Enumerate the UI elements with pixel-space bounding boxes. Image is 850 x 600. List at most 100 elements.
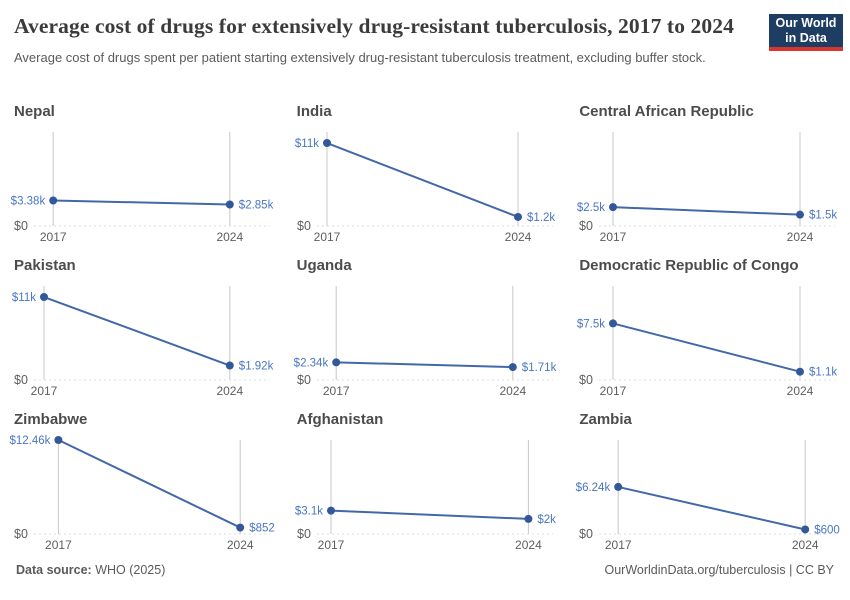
value-label-2024: $1.2k <box>527 212 555 224</box>
data-source: Data source: WHO (2025) <box>16 563 165 577</box>
data-point-2017 <box>40 293 48 302</box>
facet-uganda: Uganda $2.34k $1.71k $0 2017 2024 <box>293 257 556 398</box>
y-zero-label: $0 <box>579 373 593 387</box>
x-tick-2017: 2017 <box>45 538 72 552</box>
value-label-2024: $852 <box>249 523 275 535</box>
series-line <box>326 142 519 218</box>
value-label-2024: $1.1k <box>809 367 837 379</box>
data-point-2024 <box>524 514 533 523</box>
data-point-2017 <box>609 203 618 212</box>
x-tick-2017: 2017 <box>40 230 67 244</box>
value-label-2017: $2.34k <box>293 357 328 369</box>
facet-title: Zambia <box>579 411 632 428</box>
x-tick-2017: 2017 <box>31 384 58 398</box>
series-line <box>330 509 529 520</box>
data-point-2017 <box>326 506 335 515</box>
data-point-2024 <box>801 525 810 534</box>
facet-chart: $12.46k $852 $0 2017 2024 <box>9 435 274 552</box>
data-point-2024 <box>225 361 234 370</box>
x-tick-2024: 2024 <box>792 538 819 552</box>
data-point-2017 <box>331 358 340 367</box>
owid-logo-line2: in Data <box>785 30 827 45</box>
facet-title: Pakistan <box>14 257 76 274</box>
chart-footer: Data source: WHO (2025) OurWorldinData.o… <box>16 563 834 577</box>
value-label-2017: $3.38k <box>11 196 46 208</box>
y-zero-label: $0 <box>14 527 28 541</box>
value-label-2024: $2.85k <box>239 199 274 211</box>
x-tick-2017: 2017 <box>600 384 627 398</box>
chart-header: Average cost of drugs for extensively dr… <box>14 12 843 65</box>
series-line <box>613 322 801 373</box>
facet-title: Nepal <box>14 103 55 120</box>
y-zero-label: $0 <box>297 219 311 233</box>
value-label-2017: $11k <box>295 138 319 150</box>
facet-title: Democratic Republic of Congo <box>579 257 799 274</box>
value-label-2024: $1.92k <box>239 361 274 373</box>
data-source-value: WHO (2025) <box>91 563 166 577</box>
facet-chart: $2.5k $1.5k $0 2017 2024 <box>577 132 838 244</box>
value-label-2024: $2k <box>537 514 556 526</box>
data-point-2024 <box>236 523 245 532</box>
data-point-2017 <box>614 482 623 491</box>
value-label-2017: $11k <box>12 292 36 304</box>
facet-title: Afghanistan <box>296 411 384 428</box>
series-line <box>618 485 806 531</box>
credit-license: | CC BY <box>785 563 834 577</box>
x-tick-2017: 2017 <box>317 538 344 552</box>
data-point-2024 <box>225 200 234 209</box>
chart-title: Average cost of drugs for extensively dr… <box>14 14 734 38</box>
data-source-label: Data source: <box>16 563 92 577</box>
x-tick-2017: 2017 <box>605 538 632 552</box>
facet-chart: $6.24k $600 $0 2017 2024 <box>576 440 840 552</box>
y-zero-label: $0 <box>14 373 28 387</box>
data-point-2024 <box>796 367 805 376</box>
facet-chart: $7.5k $1.1k $0 2017 2024 <box>577 286 838 398</box>
x-tick-2024: 2024 <box>216 384 243 398</box>
data-point-2017 <box>54 436 63 444</box>
y-zero-label: $0 <box>579 527 593 541</box>
value-label-2024: $1.5k <box>809 210 837 222</box>
credit: OurWorldinData.org/tuberculosis | CC BY <box>604 563 834 577</box>
x-tick-2024: 2024 <box>515 538 542 552</box>
facet-india: India $11k $1.2k $0 2017 2024 <box>295 103 555 244</box>
data-point-2024 <box>508 363 517 372</box>
x-tick-2024: 2024 <box>787 230 814 244</box>
data-point-2024 <box>796 210 805 219</box>
facet-central-african-republic: Central African Republic $2.5k $1.5k $0 2017… <box>577 103 838 244</box>
x-tick-2017: 2017 <box>313 230 340 244</box>
facet-zambia: Zambia $6.24k $600 $0 2017 2024 <box>576 411 840 552</box>
facet-democratic-republic-of-congo: Democratic Republic of Congo $7.5k $1.1k $0… <box>577 257 838 398</box>
value-label-2017: $12.46k <box>9 435 50 447</box>
data-point-2024 <box>513 212 522 221</box>
facet-chart: $3.1k $2k $0 2017 2024 <box>295 440 556 552</box>
data-point-2017 <box>322 139 331 148</box>
x-tick-2024: 2024 <box>216 230 243 244</box>
value-label-2017: $2.5k <box>577 202 605 214</box>
value-label-2017: $6.24k <box>576 482 611 494</box>
series-line <box>613 206 801 216</box>
y-zero-label: $0 <box>14 219 28 233</box>
x-tick-2017: 2017 <box>600 230 627 244</box>
value-label-2017: $3.1k <box>295 506 323 518</box>
facet-zimbabwe: Zimbabwe $12.46k $852 $0 2017 2024 <box>9 411 274 552</box>
owid-logo: Our World in Data <box>769 14 843 51</box>
x-tick-2024: 2024 <box>504 230 531 244</box>
facet-afghanistan: Afghanistan $3.1k $2k $0 2017 2024 <box>295 411 556 552</box>
series-line <box>53 199 230 206</box>
value-label-2024: $1.71k <box>521 362 556 374</box>
facet-chart: $2.34k $1.71k $0 2017 2024 <box>293 286 556 398</box>
series-line <box>57 439 241 529</box>
facet-pakistan: Pakistan $11k $1.92k $0 2017 2024 <box>12 257 274 398</box>
facet-chart: $3.38k $2.85k $0 2017 2024 <box>11 132 274 244</box>
credit-link[interactable]: OurWorldinData.org/tuberculosis <box>604 563 786 577</box>
value-label-2024: $600 <box>815 524 841 536</box>
data-point-2017 <box>609 319 618 328</box>
facet-grid: Nepal $3.38k $2.85k $0 2017 2024 India $11k $1.2… <box>9 103 840 552</box>
facet-title: Central African Republic <box>579 103 754 120</box>
series-line <box>335 361 513 369</box>
value-label-2017: $7.5k <box>577 318 605 330</box>
facet-title: Uganda <box>296 257 352 274</box>
chart-subtitle: Average cost of drugs spent per patient … <box>14 50 706 65</box>
